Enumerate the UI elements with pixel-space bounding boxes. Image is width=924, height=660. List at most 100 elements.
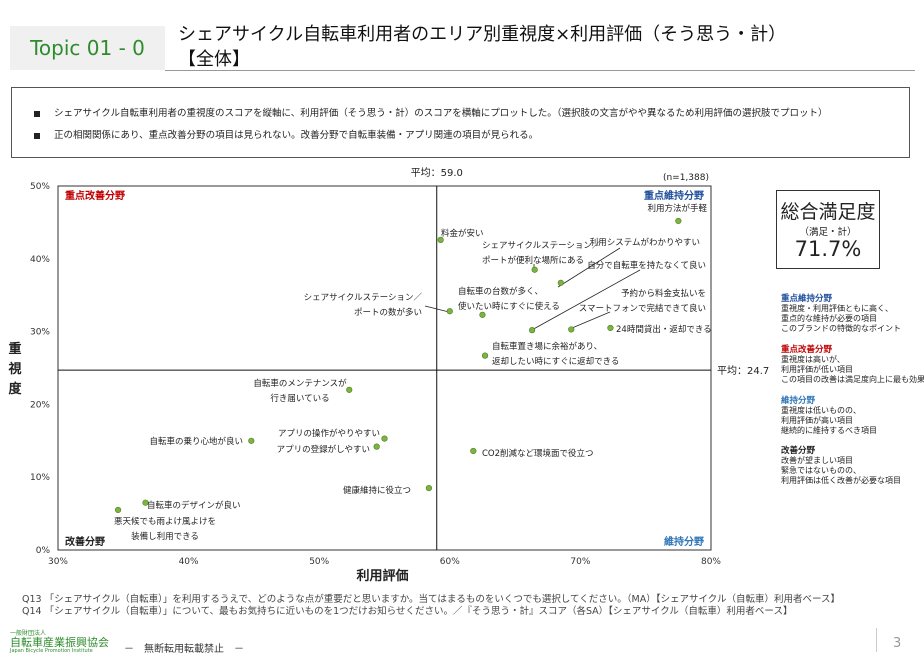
data-point (531, 266, 538, 273)
legend-line: 重点的な維持が必要の項目 (781, 314, 877, 323)
satisfaction-value: 71.7% (794, 237, 862, 261)
point-leader-line (557, 247, 621, 288)
y-tick-label: 10% (30, 473, 50, 483)
quadrant-label-top-right: 重点維持分野 (644, 189, 704, 202)
overall-satisfaction-box: 総合満足度 （満足・計） 71.7% (776, 190, 880, 269)
x-tick-label: 80% (701, 557, 721, 567)
quadrant-label-top-left: 重点改善分野 (65, 189, 125, 202)
mean-y-label: 平均：24.7 (717, 365, 769, 377)
org-logo-small: 一般財団法人 (10, 630, 47, 637)
data-point (470, 447, 477, 455)
summary-bullet-1: シェアサイクル自転車利用者の重視度のスコアを縦軸に、利用評価（そう思う・計）のス… (34, 105, 828, 119)
quadrant-label-bottom-left: 改善分野 (65, 535, 105, 548)
legend-line: 利用評価が低い項目 (781, 365, 853, 374)
y-tick-label: 20% (30, 400, 50, 410)
y-tick-label: 0% (36, 546, 51, 556)
satisfaction-title: 総合満足度 (780, 201, 876, 223)
page-number-divider (876, 628, 877, 652)
point-label: アプリの登録がしやすい (277, 444, 370, 455)
x-axis-label: 利用評価 (356, 568, 408, 584)
legend-title: 重点改善分野 (781, 345, 833, 355)
summary-bullet-text: 正の相関関係にあり、重点改善分野の項目は見られない。改善分野で自転車装備・アプリ… (54, 130, 539, 141)
legend-line: 利用評価は低く改善が必要な項目 (781, 476, 901, 485)
point-label: 自分で自転車を持たなくて良い (587, 260, 706, 271)
data-point (446, 308, 453, 315)
point-leader-line (529, 269, 641, 332)
data-point (381, 435, 388, 442)
point-label: 装備し利用できる (131, 531, 199, 542)
quadrant-label-bottom-right: 維持分野 (664, 535, 704, 548)
point-label: 自転車置き場に余裕があり、 (492, 341, 602, 352)
question-note-q13: Q13 「シェアサイクル（自転車）」を利用するうえで、どのような点が重要だと思い… (22, 594, 840, 605)
data-point (346, 386, 353, 393)
point-label: アプリの操作がやりやすい (278, 428, 380, 439)
bullet-square-icon (34, 110, 40, 117)
point-label: 自転車のデザインが良い (147, 500, 241, 511)
point-label: 自転車の乗り心地が良い (149, 436, 243, 447)
x-tick-label: 60% (440, 557, 460, 567)
satisfaction-subtitle: （満足・計） (799, 227, 857, 238)
data-point (437, 236, 444, 243)
legend-title: 改善分野 (781, 446, 816, 456)
x-tick-label: 70% (570, 557, 590, 567)
plot-frame (57, 185, 712, 551)
topic-label: Topic 01 - 0 (10, 26, 165, 70)
legend-title: 維持分野 (781, 396, 816, 406)
legend-line: 改善が望ましい項目 (781, 456, 853, 465)
page-title-line1: シェアサイクル自転車利用者のエリア別重視度×利用評価（そう思う・計） (178, 24, 787, 45)
legend-line: 重視度は低いものの、 (781, 406, 861, 415)
legend-line: 重視度は高いが、 (781, 355, 845, 364)
data-point (248, 437, 255, 444)
sample-size-label: (n=1,388) (663, 173, 709, 183)
point-label: 使いたい時にすぐに使える (458, 301, 560, 312)
point-label: ポートが便利な場所にある (482, 255, 584, 266)
point-label: 健康維持に役立つ (343, 485, 411, 496)
x-tick-label: 50% (309, 557, 329, 567)
data-point (479, 311, 486, 318)
no-reprint-notice: － 無断転用転載禁止 － (124, 644, 244, 655)
data-point (528, 327, 536, 334)
y-tick-label: 40% (30, 255, 50, 265)
point-label: 予約から料金支払いを (621, 288, 706, 299)
point-label: 悪天候でも雨よけ風よけを (114, 517, 216, 527)
org-logo-name: 自転車産業振興協会 (10, 636, 109, 649)
data-point (568, 326, 575, 333)
legend-line: 利用評価が高い項目 (781, 416, 853, 425)
point-label: ポートの数が多い (354, 307, 422, 318)
point-label: シェアサイクルステーション／ (482, 241, 601, 251)
data-point (142, 499, 149, 506)
legend-title: 重点維持分野 (781, 294, 833, 304)
legend-line: 継続的に維持するべき項目 (781, 426, 877, 435)
y-tick-label: 30% (30, 328, 50, 338)
legend-line: 緊急ではないものの、 (781, 466, 861, 475)
point-label: 料金が安い (441, 228, 484, 239)
point-label: 自転車のメンテナンスが (253, 378, 347, 389)
data-point (557, 279, 564, 286)
data-point (675, 217, 682, 225)
point-label: 利用方法が手軽 (647, 203, 707, 214)
legend-line: 重視度・利用評価ともに高く、 (781, 304, 893, 313)
page-title: シェアサイクル自転車利用者のエリア別重視度×利用評価（そう思う・計） 【全体】 (178, 22, 786, 72)
summary-box: シェアサイクル自転車利用者の重視度のスコアを縦軸に、利用評価（そう思う・計）のス… (11, 87, 910, 158)
x-tick-label: 30% (48, 557, 68, 567)
data-point (425, 485, 433, 492)
data-point (607, 324, 614, 332)
point-label: スマートフォンで完結できて良い (579, 303, 706, 314)
data-point (373, 443, 380, 450)
point-label: CO2削減など環境面で役立つ (482, 448, 594, 459)
point-label: 行き届いている (270, 393, 329, 404)
mean-x-label: 平均：59.0 (411, 167, 463, 179)
point-label: 24時間貸出・返却できる (616, 324, 712, 335)
y-axis-label-char: 重 (8, 342, 22, 357)
y-tick-label: 50% (30, 182, 50, 192)
bullet-square-icon (34, 132, 40, 139)
legend-line: このブランドの特徴的なポイント (781, 324, 901, 333)
summary-bullet-2: 正の相関関係にあり、重点改善分野の項目は見られない。改善分野で自転車装備・アプリ… (34, 127, 538, 141)
page-number: 3 (893, 636, 902, 651)
point-label: 返却したい時にすぐに返却できる (492, 356, 619, 367)
summary-bullet-text: シェアサイクル自転車利用者の重視度のスコアを縦軸に、利用評価（そう思う・計）のス… (54, 108, 828, 119)
org-logo-english: Japan Bicycle Promotion Institute (10, 648, 93, 654)
legend-line: この項目の改善は満足度向上に最も効果的 (781, 375, 924, 384)
point-leader-line (424, 305, 450, 313)
